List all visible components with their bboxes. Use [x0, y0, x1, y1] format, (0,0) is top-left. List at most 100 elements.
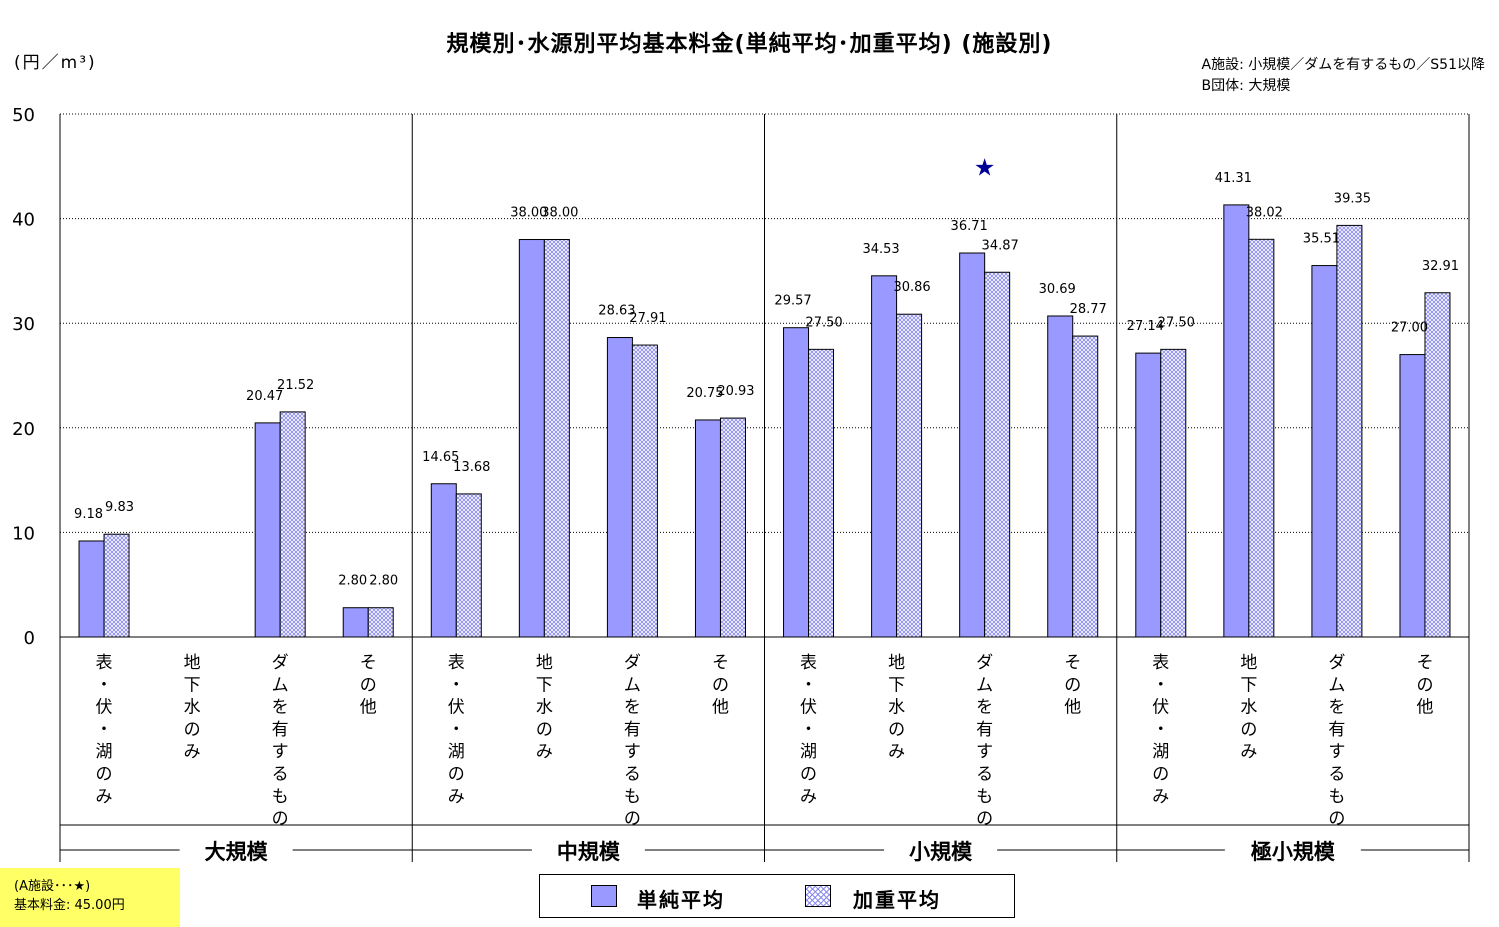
category-label-char: 伏: [96, 698, 113, 718]
data-label-simple: 41.31: [1215, 171, 1252, 186]
y-tick-label: 10: [12, 523, 35, 544]
category-label-char: の: [624, 809, 641, 829]
data-label-weighted: 13.68: [453, 460, 490, 475]
bar-weighted: [103, 533, 130, 638]
bar-weighted: [984, 271, 1011, 638]
category-label-char: を: [976, 698, 993, 718]
category-label-char: 地: [536, 653, 553, 673]
data-label-simple: 29.57: [774, 294, 811, 309]
category-label-char: る: [1328, 765, 1345, 785]
marker-note-line2: 基本料金: 45.00円: [14, 898, 125, 913]
data-label-weighted: 30.86: [893, 280, 930, 295]
bar-simple: [871, 275, 898, 638]
category-label-char: の: [272, 809, 289, 829]
category-label-char: 下: [184, 675, 201, 695]
category-label-char: ダ: [272, 653, 289, 673]
bar-simple: [694, 419, 721, 638]
bar-weighted: [279, 411, 306, 638]
category-label-char: の: [448, 765, 465, 785]
data-label-weighted: 34.87: [982, 238, 1019, 253]
bar-simple: [959, 252, 986, 638]
category-label-char: の: [1240, 720, 1257, 740]
category-label-char: み: [1152, 787, 1169, 807]
y-tick-label: 30: [12, 314, 35, 335]
data-label-weighted: 21.52: [277, 378, 314, 393]
data-label-weighted: 27.50: [805, 315, 842, 330]
bar-simple: [1135, 352, 1162, 638]
category-label-char: 湖: [96, 742, 113, 762]
note-line-b: B団体: 大規模: [1201, 78, 1291, 94]
data-label-simple: 35.51: [1303, 232, 1340, 247]
category-label-char: 表: [448, 653, 465, 673]
data-label-simple: 30.69: [1039, 282, 1076, 297]
category-label-char: 水: [888, 698, 905, 718]
data-label-weighted: 39.35: [1334, 191, 1371, 206]
category-label-char: み: [800, 787, 817, 807]
bar-weighted: [455, 493, 482, 638]
category-label-char: の: [360, 675, 377, 695]
category-label-char: 有: [624, 720, 641, 740]
group-label: 中規模: [557, 840, 621, 864]
bar-simple: [342, 607, 369, 638]
category-label-char: ・: [1152, 675, 1169, 695]
legend-label-simple: 単純平均: [637, 888, 725, 912]
category-label-char: す: [272, 742, 289, 762]
category-label-char: ・: [448, 720, 465, 740]
legend-swatch-simple: [591, 885, 617, 907]
data-label-simple: 14.65: [422, 450, 459, 465]
category-label-char: み: [96, 787, 113, 807]
data-label-simple: 9.18: [74, 507, 103, 522]
data-label-weighted: 2.80: [369, 574, 398, 589]
category-label-char: 伏: [448, 698, 465, 718]
y-tick-label: 50: [12, 105, 35, 126]
bar-weighted: [896, 313, 923, 638]
category-label-char: ・: [1152, 720, 1169, 740]
bar-weighted: [1072, 335, 1099, 638]
group-label: 大規模: [205, 840, 269, 864]
category-label-char: す: [976, 742, 993, 762]
category-label-char: み: [1240, 742, 1257, 762]
category-label-char: ・: [448, 675, 465, 695]
chart-title: 規模別･水源別平均基本料金(単純平均･加重平均) (施設別): [446, 32, 1053, 57]
category-label-char: 他: [1064, 698, 1081, 718]
category-label-char: 水: [536, 698, 553, 718]
category-label-char: み: [448, 787, 465, 807]
category-label-char: も: [1328, 787, 1345, 807]
category-label-char: の: [1152, 765, 1169, 785]
data-label-weighted: 32.91: [1422, 259, 1459, 274]
data-label-weighted: 38.00: [541, 206, 578, 221]
data-label-weighted: 28.77: [1070, 302, 1107, 317]
marker-note-box: (A施設･･･★) 基本料金: 45.00円: [0, 868, 180, 927]
category-label-char: ・: [800, 675, 817, 695]
legend: 単純平均 加重平均: [539, 874, 1015, 918]
category-label-char: み: [184, 742, 201, 762]
category-label-char: 下: [1240, 675, 1257, 695]
data-label-weighted: 20.93: [717, 384, 754, 399]
category-label-char: 表: [800, 653, 817, 673]
data-label-weighted: 27.50: [1158, 315, 1195, 330]
bar-simple: [1399, 354, 1426, 638]
bar-weighted: [1424, 292, 1451, 638]
data-label-weighted: 38.02: [1246, 205, 1283, 220]
bar-weighted: [808, 348, 835, 638]
category-label-char: す: [624, 742, 641, 762]
category-label-char: 湖: [800, 742, 817, 762]
bar-weighted: [719, 417, 746, 638]
category-label-char: 有: [1328, 720, 1345, 740]
note-box: A施設: 小規模／ダムを有するもの／S51以降 B団体: 大規模: [1202, 55, 1485, 97]
category-label-char: 他: [712, 698, 729, 718]
category-label-char: ・: [96, 720, 113, 740]
category-label-char: の: [96, 765, 113, 785]
category-label-char: ダ: [624, 653, 641, 673]
data-label-simple: 20.75: [686, 386, 723, 401]
category-label-char: 水: [1240, 698, 1257, 718]
note-line-a: A施設: 小規模／ダムを有するもの／S51以降: [1201, 57, 1485, 73]
category-label-char: の: [1416, 675, 1433, 695]
category-label-char: の: [1064, 675, 1081, 695]
data-label-simple: 34.53: [862, 242, 899, 257]
category-label-char: ム: [976, 675, 993, 695]
category-label-char: 伏: [1152, 698, 1169, 718]
category-label-char: の: [888, 720, 905, 740]
data-label-simple: 20.47: [246, 389, 283, 404]
bar-simple: [606, 337, 633, 638]
